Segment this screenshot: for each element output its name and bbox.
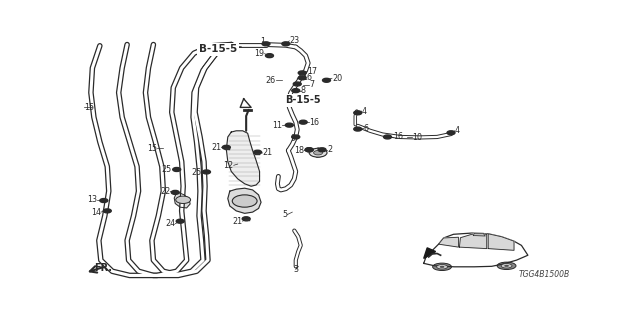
Circle shape (305, 148, 313, 152)
Circle shape (323, 78, 330, 82)
FancyBboxPatch shape (255, 153, 260, 155)
Circle shape (176, 219, 184, 223)
Text: 12: 12 (223, 161, 234, 170)
FancyBboxPatch shape (244, 219, 250, 221)
Polygon shape (227, 131, 260, 186)
Circle shape (318, 148, 326, 152)
Text: 9: 9 (291, 134, 296, 143)
Circle shape (202, 170, 211, 174)
Text: 26: 26 (266, 76, 276, 85)
Text: 16: 16 (302, 73, 312, 82)
Circle shape (292, 135, 300, 139)
Ellipse shape (497, 262, 516, 269)
Ellipse shape (440, 266, 444, 268)
Polygon shape (424, 248, 436, 259)
Polygon shape (228, 188, 261, 213)
Text: 19: 19 (254, 49, 264, 58)
Circle shape (447, 131, 455, 135)
Text: B-15-5: B-15-5 (199, 44, 237, 54)
Circle shape (282, 42, 290, 46)
Polygon shape (460, 234, 487, 249)
Text: 21: 21 (211, 143, 221, 152)
Polygon shape (488, 234, 514, 250)
Text: 16: 16 (394, 132, 403, 141)
Circle shape (298, 71, 306, 75)
Circle shape (266, 54, 273, 58)
Text: 10: 10 (412, 133, 422, 142)
Text: 20: 20 (332, 74, 342, 83)
Text: 22: 22 (160, 187, 170, 196)
Circle shape (232, 195, 257, 207)
Circle shape (293, 82, 301, 86)
Text: FR.: FR. (94, 263, 112, 273)
Ellipse shape (436, 265, 447, 269)
Circle shape (354, 111, 362, 115)
Text: 1: 1 (260, 37, 265, 46)
Ellipse shape (501, 264, 512, 268)
Text: 2: 2 (327, 145, 332, 154)
FancyBboxPatch shape (225, 148, 230, 150)
Polygon shape (438, 237, 458, 247)
Text: 5: 5 (282, 210, 287, 219)
Text: 16: 16 (309, 118, 319, 127)
Text: 4: 4 (454, 126, 460, 135)
Circle shape (383, 135, 392, 139)
Text: 25: 25 (161, 165, 172, 174)
Text: 17: 17 (307, 67, 317, 76)
Circle shape (354, 127, 362, 131)
Circle shape (300, 120, 307, 124)
Circle shape (176, 196, 191, 204)
Text: 11: 11 (273, 121, 282, 130)
Text: 4: 4 (362, 107, 367, 116)
Text: 14: 14 (91, 208, 101, 217)
Circle shape (309, 148, 327, 157)
Circle shape (285, 123, 293, 127)
Circle shape (253, 150, 262, 154)
Text: 24: 24 (165, 219, 175, 228)
Polygon shape (424, 233, 528, 267)
FancyBboxPatch shape (269, 55, 273, 57)
Text: 8: 8 (301, 86, 306, 95)
Text: 13: 13 (87, 195, 97, 204)
Text: 3: 3 (293, 265, 298, 274)
Circle shape (103, 209, 111, 213)
Circle shape (173, 167, 180, 172)
Text: 15: 15 (147, 144, 157, 153)
Circle shape (292, 89, 300, 92)
Circle shape (100, 198, 108, 203)
Circle shape (242, 217, 250, 221)
Text: 23: 23 (289, 36, 300, 45)
Text: 7: 7 (309, 80, 314, 89)
Circle shape (172, 190, 179, 194)
Text: 21: 21 (232, 217, 243, 226)
Circle shape (305, 148, 313, 152)
Text: 21: 21 (262, 148, 273, 157)
Text: TGG4B1500B: TGG4B1500B (519, 270, 570, 279)
Text: 25: 25 (191, 168, 202, 177)
Circle shape (262, 42, 270, 46)
Ellipse shape (433, 263, 451, 270)
Ellipse shape (504, 265, 509, 267)
Circle shape (298, 76, 306, 80)
Polygon shape (474, 233, 485, 236)
Text: B-15-5: B-15-5 (285, 95, 321, 106)
Circle shape (222, 145, 230, 149)
Circle shape (314, 150, 323, 155)
Text: 18: 18 (294, 146, 304, 155)
Text: 15: 15 (84, 103, 94, 112)
Text: 6: 6 (364, 124, 369, 133)
Polygon shape (174, 192, 190, 208)
